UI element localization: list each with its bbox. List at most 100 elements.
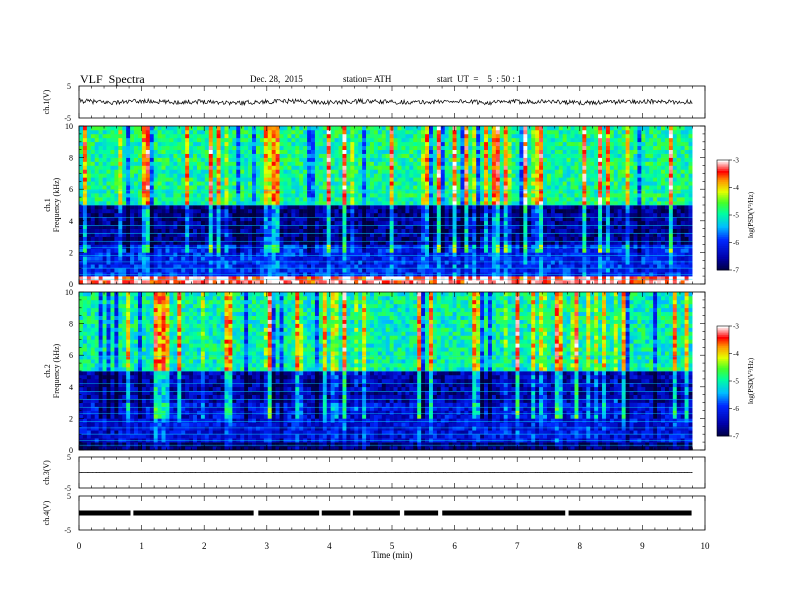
spectrogram-cell xyxy=(487,276,493,281)
spectrogram-cell xyxy=(566,248,571,253)
spectrogram-cell xyxy=(161,153,166,158)
spectrogram-cell xyxy=(196,173,202,178)
spectrogram-cell xyxy=(389,153,394,158)
spectrogram-cell xyxy=(314,208,320,214)
spectrogram-cell xyxy=(263,248,269,253)
spectrogram-cell xyxy=(236,260,241,265)
spectrogram-cell xyxy=(200,165,206,170)
spectrogram-cell xyxy=(212,189,217,194)
spectrogram-cell xyxy=(322,240,328,245)
spectrogram-cell xyxy=(82,177,88,182)
spectrogram-cell xyxy=(263,193,269,198)
spectrogram-cell xyxy=(421,256,426,261)
spectrogram-cell xyxy=(102,232,107,237)
spectrogram-cell xyxy=(161,141,166,147)
spectrogram-cell xyxy=(358,197,363,202)
spectrogram-cell xyxy=(432,133,438,139)
spectrogram-cell xyxy=(145,129,151,135)
spectrogram-cell xyxy=(381,149,387,154)
spectrogram-cell xyxy=(421,280,426,285)
spectrogram-cell xyxy=(385,149,390,154)
spectrogram-cell xyxy=(307,232,312,237)
spectrogram-cell xyxy=(255,169,261,174)
spectrogram-cell xyxy=(224,157,229,162)
spectrogram-cell xyxy=(279,256,284,261)
spectrogram-cell xyxy=(181,228,186,233)
spectrogram-cell xyxy=(86,216,92,222)
spectrogram-cell xyxy=(259,220,265,226)
spectrogram-cell xyxy=(523,157,528,162)
spectrogram-cell xyxy=(413,169,418,174)
spectrogram-cell xyxy=(484,220,489,226)
spectrogram-cell xyxy=(511,201,516,206)
spectrogram-cell xyxy=(287,268,292,273)
spectrogram-cell xyxy=(523,240,528,245)
spectrogram-cell xyxy=(429,173,434,178)
spectrogram-cell xyxy=(303,236,308,241)
spectrogram-cell xyxy=(405,280,410,285)
spectrogram-cell xyxy=(464,197,469,202)
spectrogram-cell xyxy=(460,236,465,241)
spectrogram-cell xyxy=(397,185,402,190)
spectrogram-cell xyxy=(110,197,115,202)
spectrogram-cell xyxy=(118,165,123,170)
spectrogram-cell xyxy=(137,276,143,281)
spectrogram-cell xyxy=(452,169,457,174)
spectrogram-cell xyxy=(165,145,170,150)
spectrogram-cell xyxy=(558,165,563,170)
spectrogram-cell xyxy=(342,228,347,233)
spectrogram-cell xyxy=(208,276,213,281)
spectrogram-cell xyxy=(130,220,135,226)
spectrogram-cell xyxy=(535,212,540,218)
spectrogram-cell xyxy=(409,197,414,202)
spectrogram-cell xyxy=(468,185,473,190)
spectrogram-cell xyxy=(354,145,359,150)
spectrogram-cell xyxy=(279,264,284,269)
spectrogram-cell xyxy=(122,276,127,281)
spectrogram-cell xyxy=(193,161,198,166)
spectrogram-cell xyxy=(82,145,88,150)
spectrogram-cell xyxy=(153,157,158,162)
spectrogram-cell xyxy=(232,212,237,218)
spectrogram-cell xyxy=(220,145,225,150)
spectrogram-cell xyxy=(491,252,497,257)
spectrogram-cell xyxy=(291,212,296,218)
spectrogram-cell xyxy=(413,280,418,285)
spectrogram-cell xyxy=(507,153,512,158)
spectrogram-cell xyxy=(554,236,560,241)
spectrogram-cell xyxy=(94,129,99,135)
spectrogram-cell xyxy=(346,236,351,241)
spectrogram-cell xyxy=(381,268,387,273)
spectrogram-cell xyxy=(558,280,563,285)
spectrogram-cell xyxy=(417,165,422,170)
spectrogram-cell xyxy=(240,228,245,233)
spectrogram-cell xyxy=(330,264,335,269)
spectrogram-cell xyxy=(208,236,213,241)
spectrogram-cell xyxy=(240,224,245,229)
spectrogram-cell xyxy=(82,232,88,237)
spectrogram-cell xyxy=(511,205,516,210)
spectrogram-cell xyxy=(153,193,158,198)
spectrogram-cell xyxy=(566,208,571,214)
spectrogram-cell xyxy=(149,212,155,218)
spectrogram-cell xyxy=(240,137,245,143)
spectrogram-cell xyxy=(523,126,528,131)
spectrogram-cell xyxy=(200,232,206,237)
spectrogram-cell xyxy=(291,232,296,237)
spectrogram-cell xyxy=(405,126,410,131)
spectrogram-cell xyxy=(244,220,249,226)
spectrogram-cell xyxy=(134,141,139,147)
spectrogram-cell xyxy=(193,280,198,285)
spectrogram-cell xyxy=(86,252,92,257)
spectrogram-cell xyxy=(126,169,131,174)
spectrogram-cell xyxy=(255,212,261,218)
spectrogram-cell xyxy=(432,137,438,143)
spectrogram-cell xyxy=(263,173,269,178)
spectrogram-cell xyxy=(114,216,119,222)
spectrogram-cell xyxy=(460,252,465,257)
spectrogram-cell xyxy=(546,232,552,237)
spectrogram-cell xyxy=(397,260,402,265)
spectrogram-cell xyxy=(224,224,229,229)
spectrogram-cell xyxy=(452,137,457,143)
spectrogram-cell xyxy=(558,208,563,214)
